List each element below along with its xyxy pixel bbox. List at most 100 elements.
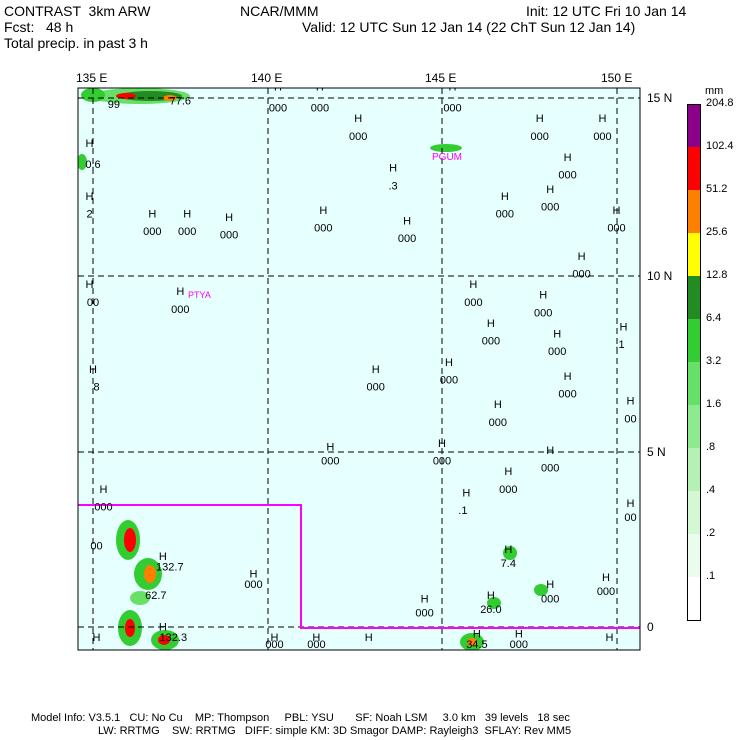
colorbar-level-label: 3.2 — [706, 355, 722, 367]
precip-area — [78, 154, 87, 170]
precip-area — [534, 584, 548, 596]
precip-value-label: 000 — [510, 639, 528, 651]
colorbar-swatch — [687, 319, 701, 363]
footer-physics-info: LW: RRTMG SW: RRTMG DIFF: simple KM: 3D … — [98, 725, 572, 737]
precip-value-label: 132.3 — [160, 632, 188, 644]
pressure-high-marker: H — [546, 445, 554, 457]
precip-area — [467, 638, 477, 646]
precip-value-label: 000 — [541, 593, 559, 605]
init-time: Init: 12 UTC Fri 10 Jan 14 — [526, 3, 687, 19]
precip-area — [158, 635, 170, 645]
pressure-high-marker: H — [449, 81, 457, 93]
colorbar-swatch — [687, 534, 701, 578]
pressure-high-marker: H — [225, 212, 233, 224]
pressure-high-marker: H — [100, 484, 108, 496]
pressure-high-marker: H — [159, 551, 167, 563]
precip-value-label: 00 — [90, 540, 102, 552]
pressure-high-marker: H — [93, 632, 101, 644]
precip-value-label: 77.6 — [170, 96, 191, 108]
pressure-high-marker: H — [487, 318, 495, 330]
colorbar-level-label: 51.2 — [706, 183, 728, 195]
precip-area — [487, 597, 501, 609]
precip-value-label: 000 — [94, 502, 112, 514]
colorbar-level-label: 1.6 — [706, 398, 722, 410]
precip-area — [130, 591, 150, 605]
precip-value-label: 000 — [593, 131, 611, 143]
pressure-high-marker: H — [120, 78, 128, 90]
org-name: NCAR/MMM — [240, 3, 319, 19]
pressure-high-marker: H — [389, 163, 397, 175]
pressure-high-marker: H — [501, 191, 509, 203]
pressure-high-marker: H — [176, 78, 184, 90]
colorbar-swatch — [687, 147, 701, 191]
pressure-high-marker: H — [445, 357, 453, 369]
pressure-high-marker: H — [250, 569, 258, 581]
pressure-high-marker: H — [86, 279, 94, 291]
pressure-high-marker: H — [553, 329, 561, 341]
precip-value-label: 00 — [624, 413, 636, 425]
pressure-high-marker: H — [372, 364, 380, 376]
precip-value-label: 000 — [143, 226, 161, 238]
footer-model-info: Model Info: V3.5.1 CU: No Cu MP: Thompso… — [31, 712, 570, 724]
precip-area — [430, 144, 462, 152]
precip-value-label: 000 — [607, 223, 625, 235]
colorbar-level-label: .8 — [706, 441, 716, 453]
pressure-high-marker: H — [319, 205, 327, 217]
precip-area — [144, 565, 156, 583]
colorbar-level-label: 25.6 — [706, 226, 728, 238]
precip-value-label: 000 — [558, 170, 576, 182]
precip-value-label: 000 — [489, 417, 507, 429]
precip-value-label: 8 — [93, 382, 99, 394]
pressure-high-marker: H — [86, 138, 94, 150]
pressure-high-marker: H — [462, 487, 470, 499]
lon-label-145: 145 E — [425, 71, 457, 85]
station-ptya: PTYA — [188, 290, 211, 300]
precip-value-label: 000 — [178, 226, 196, 238]
pressure-high-marker: H — [438, 438, 446, 450]
precip-area — [124, 528, 136, 552]
precip-value-label: 000 — [220, 230, 238, 242]
pressure-high-marker: H — [627, 498, 635, 510]
pressure-high-marker: H — [354, 113, 362, 125]
region-boundary — [78, 504, 640, 629]
colorbar-level-label: .1 — [706, 570, 716, 582]
pressure-high-marker: H — [564, 371, 572, 383]
colorbar-swatch — [687, 276, 701, 320]
precip-value-label: 000 — [440, 374, 458, 386]
colorbar-swatch — [687, 362, 701, 406]
pressure-high-marker: H — [578, 251, 586, 263]
pressure-high-marker: H — [536, 113, 544, 125]
precip-value-label: 000 — [558, 389, 576, 401]
precip-value-label: 2 — [86, 209, 92, 221]
precip-value-label: .3 — [389, 180, 398, 192]
colorbar-level-label: 204.8 — [706, 97, 734, 109]
precip-value-label: 62.7 — [145, 590, 166, 602]
colorbar-level-label: 6.4 — [706, 312, 722, 324]
pressure-high-marker: H — [469, 279, 477, 291]
pressure-high-marker: H — [312, 632, 320, 644]
colorbar-swatch — [687, 104, 701, 149]
field-title: Total precip. in past 3 h — [4, 35, 148, 51]
precip-value-label: 000 — [548, 346, 566, 358]
pressure-high-marker: H — [599, 113, 607, 125]
precip-value-label: 000 — [534, 307, 552, 319]
pressure-high-marker: H — [326, 442, 334, 454]
pressure-high-marker: H — [89, 364, 97, 376]
pressure-high-marker: H — [564, 152, 572, 164]
pressure-high-marker: H — [627, 396, 635, 408]
precip-area — [125, 619, 135, 637]
colorbar-level-label: .4 — [706, 484, 716, 496]
precip-value-label: 000 — [496, 209, 514, 221]
pressure-high-marker: H — [316, 81, 324, 93]
pressure-high-marker: H — [365, 632, 373, 644]
precip-value-label: 000 — [541, 202, 559, 214]
pressure-high-marker: H — [546, 184, 554, 196]
pressure-high-marker: H — [606, 632, 614, 644]
pressure-high-marker: H — [274, 81, 282, 93]
precip-value-label: 000 — [541, 463, 559, 475]
precip-value-label: 0.6 — [85, 159, 100, 171]
colorbar-swatch — [687, 491, 701, 535]
precip-value-label: 000 — [311, 103, 329, 115]
pressure-high-marker: H — [613, 205, 621, 217]
